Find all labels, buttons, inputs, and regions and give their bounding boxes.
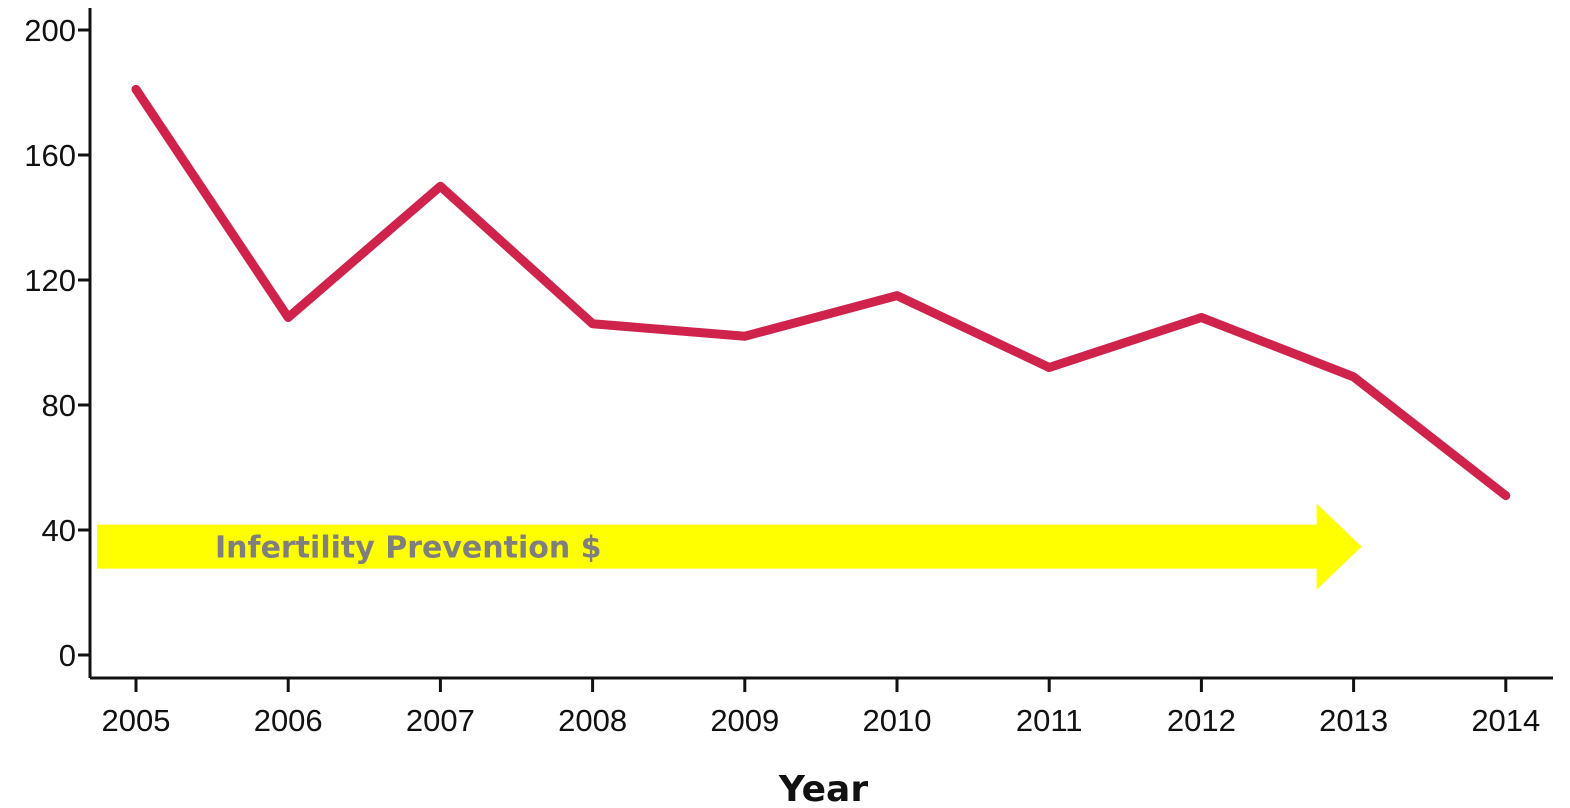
data-point [1046, 364, 1053, 371]
y-tick-label: 200 [24, 13, 76, 48]
data-point [1350, 373, 1357, 380]
series-line [131, 84, 1511, 501]
x-axis-title: Year [778, 769, 868, 808]
annotation-group: Infertility Prevention $ [97, 503, 1362, 590]
x-tick-label: 2008 [558, 703, 627, 738]
y-tick-label: 80 [42, 388, 76, 423]
x-tick-label: 2012 [1167, 703, 1236, 738]
data-point [1502, 492, 1509, 499]
x-tick-label: 2007 [406, 703, 475, 738]
x-tick-label: 2011 [1016, 703, 1083, 738]
data-point [1198, 314, 1205, 321]
y-tick-label: 40 [42, 513, 76, 548]
x-tick-label: 2013 [1319, 703, 1388, 738]
x-tick-label: 2010 [863, 703, 932, 738]
y-tick-label: 120 [24, 263, 76, 298]
x-tick-label: 2014 [1471, 703, 1540, 738]
y-ticks: 0 40 80 120 160 200 [24, 13, 90, 673]
data-point [437, 183, 444, 190]
data-point [589, 320, 596, 327]
series-group [131, 84, 1511, 501]
annotation-text: Infertility Prevention $ [215, 531, 602, 566]
y-tick-label: 0 [59, 638, 76, 673]
y-tick-label: 160 [24, 138, 76, 173]
x-tick-label: 2009 [710, 703, 779, 738]
data-point [894, 292, 900, 299]
x-tick-label: 2006 [254, 703, 323, 738]
data-point [741, 333, 748, 340]
data-point [285, 314, 292, 321]
x-tick-label: 2005 [102, 703, 171, 738]
x-ticks: 2005 2006 2007 2008 2009 2010 2011 2012 2013 2014 [102, 678, 1540, 738]
annotation-arrow [97, 503, 1362, 590]
data-point [133, 86, 139, 93]
